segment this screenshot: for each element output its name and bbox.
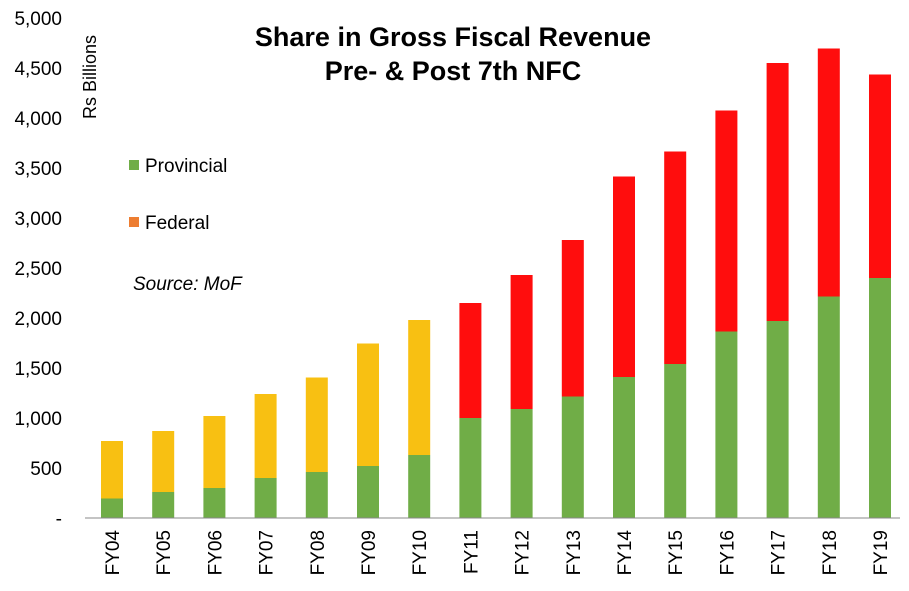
bar-federal-fy18 bbox=[817, 48, 840, 297]
source-annotation: Source: MoF bbox=[133, 274, 243, 295]
bar-federal-fy15 bbox=[664, 151, 687, 364]
bar-federal-fy11 bbox=[459, 303, 482, 418]
y-tick-label: - bbox=[56, 509, 62, 530]
bar-provincial-fy18 bbox=[817, 296, 840, 518]
bar-provincial-fy10 bbox=[408, 455, 431, 518]
y-tick-label: 3,000 bbox=[14, 209, 62, 230]
x-tick-label: FY15 bbox=[666, 530, 687, 575]
x-tick-label: FY14 bbox=[615, 530, 636, 576]
x-axis-ticks: FY04 FY05 FY06 FY07 FY08 FY09 FY10 FY11 FY12 FY13… bbox=[103, 530, 892, 576]
legend-label-federal: Federal bbox=[145, 213, 209, 234]
bar-provincial-fy04 bbox=[101, 498, 123, 518]
bar-provincial-fy16 bbox=[715, 331, 738, 518]
bar-federal-fy10 bbox=[408, 320, 431, 455]
y-axis-ticks: - 500 1,000 1,500 2,000 2,500 3,000 3,500 4,000 4… bbox=[14, 9, 62, 530]
y-tick-label: 1,000 bbox=[14, 409, 62, 430]
bar-provincial-fy11 bbox=[459, 418, 482, 518]
x-tick-label: FY17 bbox=[769, 530, 790, 575]
bars-group bbox=[101, 48, 891, 518]
bar-federal-fy06 bbox=[203, 416, 226, 488]
x-tick-label: FY19 bbox=[871, 530, 892, 575]
bar-provincial-fy12 bbox=[510, 409, 533, 518]
x-tick-label: FY10 bbox=[410, 530, 431, 575]
bar-federal-fy12 bbox=[510, 275, 533, 409]
legend-swatch-provincial bbox=[129, 160, 139, 170]
y-tick-label: 4,500 bbox=[14, 59, 62, 80]
bar-federal-fy17 bbox=[766, 63, 789, 321]
x-tick-label: FY06 bbox=[205, 530, 226, 575]
y-tick-label: 500 bbox=[30, 459, 62, 480]
bar-provincial-fy17 bbox=[766, 321, 789, 518]
bar-federal-fy16 bbox=[715, 110, 738, 332]
bar-provincial-fy19 bbox=[869, 278, 891, 518]
x-tick-label: FY18 bbox=[820, 530, 841, 575]
bar-provincial-fy05 bbox=[152, 492, 175, 518]
bar-provincial-fy14 bbox=[613, 377, 635, 518]
x-tick-label: FY07 bbox=[257, 530, 278, 575]
bar-provincial-fy07 bbox=[254, 478, 277, 518]
x-tick-label: FY09 bbox=[359, 530, 380, 575]
y-tick-label: 1,500 bbox=[14, 359, 62, 380]
x-tick-label: FY04 bbox=[103, 530, 124, 576]
bar-provincial-fy15 bbox=[664, 364, 687, 518]
x-tick-label: FY05 bbox=[154, 530, 175, 575]
x-tick-label: FY11 bbox=[461, 530, 482, 574]
bar-federal-fy19 bbox=[869, 74, 891, 278]
bar-provincial-fy09 bbox=[357, 466, 379, 518]
bar-federal-fy05 bbox=[152, 431, 175, 492]
legend-swatch-federal bbox=[129, 217, 139, 227]
x-tick-label: FY16 bbox=[717, 530, 738, 575]
y-axis-label: Rs Billions bbox=[80, 35, 100, 119]
chart-subtitle: Pre- & Post 7th NFC bbox=[325, 56, 582, 86]
bar-federal-fy09 bbox=[357, 343, 379, 466]
y-tick-label: 2,000 bbox=[14, 309, 62, 330]
bar-federal-fy04 bbox=[101, 441, 123, 499]
y-tick-label: 5,000 bbox=[14, 9, 62, 30]
x-tick-label: FY08 bbox=[308, 530, 329, 575]
bar-federal-fy13 bbox=[561, 240, 584, 397]
y-tick-label: 4,000 bbox=[14, 109, 62, 130]
bar-federal-fy14 bbox=[613, 176, 635, 377]
bar-provincial-fy13 bbox=[561, 396, 584, 518]
chart-title: Share in Gross Fiscal Revenue bbox=[255, 22, 651, 52]
legend-label-provincial: Provincial bbox=[145, 156, 227, 177]
bar-federal-fy07 bbox=[254, 394, 277, 478]
x-tick-label: FY12 bbox=[513, 530, 534, 575]
y-tick-label: 3,500 bbox=[14, 159, 62, 180]
bar-federal-fy08 bbox=[305, 377, 328, 472]
bar-provincial-fy06 bbox=[203, 488, 226, 518]
bar-provincial-fy08 bbox=[305, 472, 328, 518]
y-tick-label: 2,500 bbox=[14, 259, 62, 280]
x-tick-label: FY13 bbox=[564, 530, 585, 575]
